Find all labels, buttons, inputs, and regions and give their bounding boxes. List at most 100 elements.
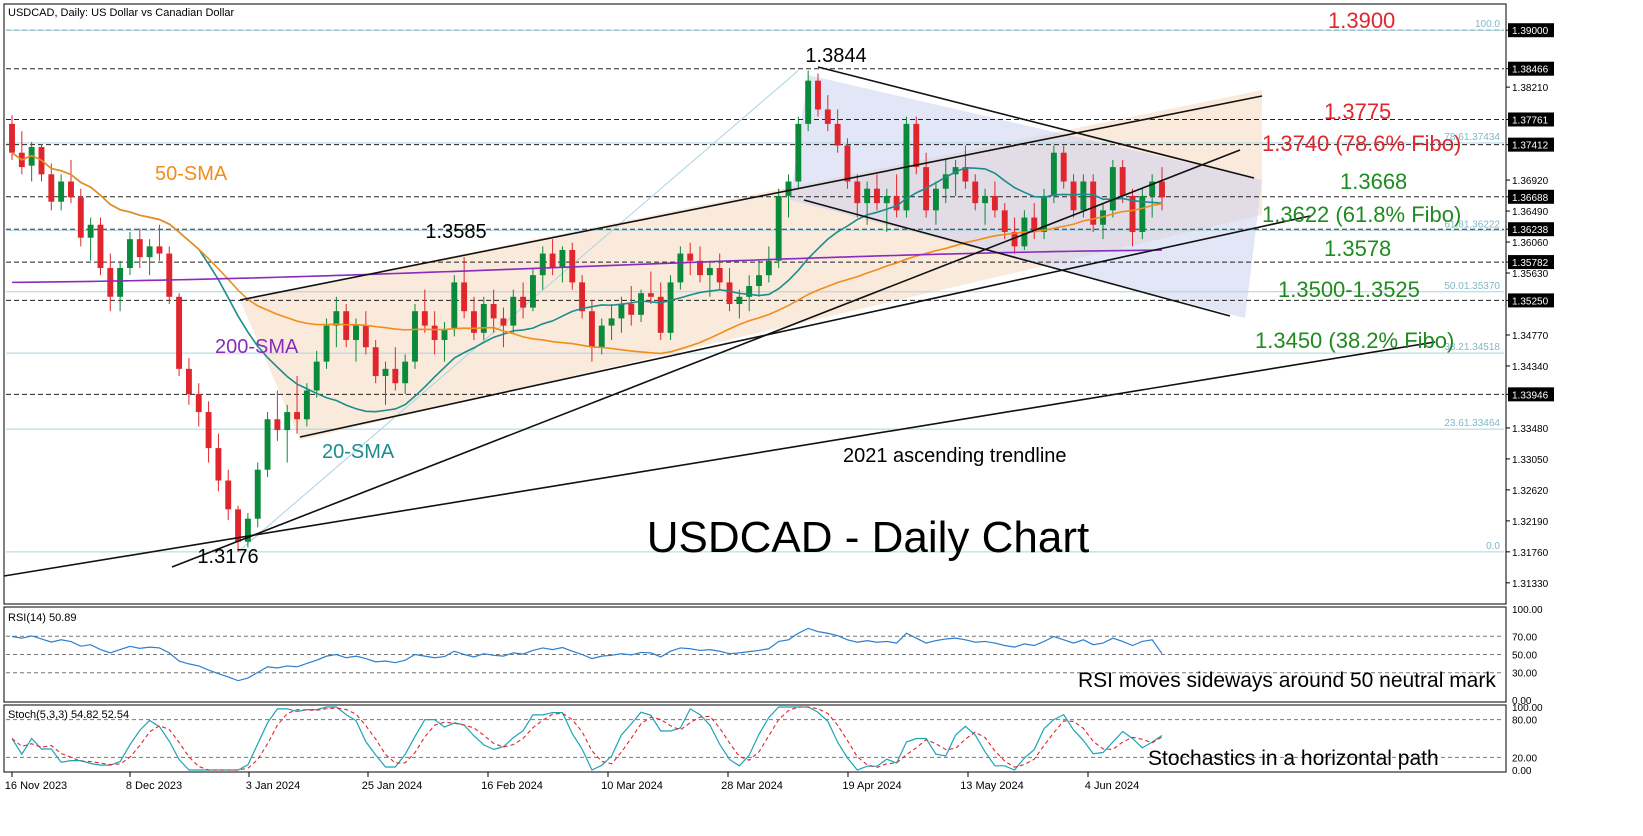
candle-body-51 xyxy=(510,296,517,326)
candle-body-43 xyxy=(431,325,438,341)
stoch-main-line xyxy=(11,706,1163,771)
y-level-box-6 xyxy=(1508,189,1554,204)
candle-body-65 xyxy=(647,293,654,297)
candle-body-47 xyxy=(471,311,477,333)
candle-body-79 xyxy=(785,181,792,196)
stochastic-panel xyxy=(3,704,1507,773)
stoch-signal-line xyxy=(11,706,1163,771)
sma-20-line xyxy=(11,152,1163,413)
candle-body-25 xyxy=(254,469,261,519)
candle-body-12 xyxy=(127,239,133,268)
candle-body-56 xyxy=(559,249,566,268)
fibo-label-2: 61.81.36222 xyxy=(1444,219,1500,230)
candle-body-53 xyxy=(529,275,536,308)
candle-body-83 xyxy=(824,109,831,124)
candle-body-29 xyxy=(294,412,300,420)
label-1-3450-fibo: 1.3450 (38.2% Fibo) xyxy=(1255,328,1454,353)
candle-body-100 xyxy=(991,195,998,211)
candle-body-5 xyxy=(58,181,65,202)
x-tick-label-4: 16 Feb 2024 xyxy=(481,780,543,792)
rsi-tick-3: 30.00 xyxy=(1512,669,1537,680)
label-1-3900: 1.3900 xyxy=(1328,8,1395,33)
y-tick-label-6: 1.36688 xyxy=(1512,193,1549,204)
candle-body-98 xyxy=(972,181,979,204)
candle-body-61 xyxy=(608,318,615,326)
candle-body-108 xyxy=(1070,181,1077,211)
candle-body-115 xyxy=(1139,195,1146,232)
y-tick-label-2: 1.38210 xyxy=(1512,83,1549,94)
candle-body-36 xyxy=(362,325,369,348)
candle-body-71 xyxy=(706,267,713,276)
triangle-lower-line xyxy=(803,199,1231,317)
candle-body-52 xyxy=(520,296,527,308)
candle-body-26 xyxy=(264,419,271,470)
candle-body-62 xyxy=(618,304,625,319)
triangle-upper-line xyxy=(817,66,1255,179)
candle-body-99 xyxy=(982,195,989,204)
y-tick-label-5: 1.36920 xyxy=(1512,176,1549,187)
label-low-1-3176: 1.3176 xyxy=(197,546,258,568)
candle-body-32 xyxy=(323,325,330,362)
candle-body-4 xyxy=(48,174,55,202)
x-tick-label-7: 19 Apr 2024 xyxy=(842,780,901,792)
candle-body-31 xyxy=(313,361,320,391)
y-level-box-10 xyxy=(1508,255,1554,270)
y-tick-label-14: 1.34340 xyxy=(1512,362,1549,373)
x-tick-label-6: 28 Mar 2024 xyxy=(721,780,783,792)
label-1-3740-fibo: 1.3740 (78.6% Fibo) xyxy=(1262,131,1461,156)
label-1-3668: 1.3668 xyxy=(1340,169,1407,194)
y-tick-label-11: 1.35630 xyxy=(1512,269,1549,280)
candle-body-87 xyxy=(864,188,871,204)
y-tick-label-9: 1.36060 xyxy=(1512,238,1549,249)
candle-body-81 xyxy=(805,80,812,124)
candle-body-28 xyxy=(284,412,291,431)
sma-200-line xyxy=(11,249,1163,284)
steep-support-line xyxy=(171,149,1241,568)
candle-body-11 xyxy=(117,267,124,297)
y-tick-label-8: 1.36238 xyxy=(1512,225,1549,236)
candle-body-37 xyxy=(372,347,379,377)
candle-body-75 xyxy=(746,285,753,297)
x-tick-label-1: 8 Dec 2023 xyxy=(126,780,182,792)
rsi-tick-1: 70.00 xyxy=(1512,632,1537,643)
candle-body-78 xyxy=(775,195,782,261)
candle-body-27 xyxy=(274,419,281,431)
y-level-box-3 xyxy=(1508,112,1554,127)
label-trendline: 2021 ascending trendline xyxy=(843,445,1067,467)
candle-body-94 xyxy=(932,188,939,211)
y-level-box-0 xyxy=(1508,23,1554,38)
candle-body-21 xyxy=(215,448,222,481)
y-tick-label-3: 1.37761 xyxy=(1512,115,1549,126)
label-1-3500-1-3525: 1.3500-1.3525 xyxy=(1278,277,1420,302)
symbol-header: USDCAD, Daily: US Dollar vs Canadian Dol… xyxy=(8,7,235,19)
candle-body-109 xyxy=(1080,181,1087,211)
y-tick-label-1: 1.38466 xyxy=(1512,65,1549,76)
fibo-label-1: 78.61.37434 xyxy=(1444,132,1500,143)
y-tick-label-10: 1.35782 xyxy=(1512,258,1549,269)
candle-body-95 xyxy=(942,174,949,189)
candle-body-9 xyxy=(97,224,104,268)
candle-body-14 xyxy=(146,246,153,258)
x-tick-label-9: 4 Jun 2024 xyxy=(1085,780,1139,792)
x-tick-label-8: 13 May 2024 xyxy=(960,780,1024,792)
y-tick-label-0: 1.39000 xyxy=(1512,26,1549,37)
candle-body-70 xyxy=(697,260,703,276)
candle-body-44 xyxy=(441,329,448,341)
stoch-tick-0: 100.00 xyxy=(1512,703,1543,714)
candle-body-63 xyxy=(628,304,635,315)
candle-body-69 xyxy=(687,253,694,261)
candle-body-66 xyxy=(657,296,664,333)
candle-body-34 xyxy=(343,311,350,341)
candle-body-90 xyxy=(893,195,900,211)
candle-body-59 xyxy=(588,311,595,348)
label-50-sma: 50-SMA xyxy=(155,163,228,185)
candle-body-18 xyxy=(185,368,192,395)
candle-body-102 xyxy=(1011,231,1018,247)
candle-body-77 xyxy=(765,260,772,276)
sma-50-line xyxy=(11,152,1163,355)
chart-title: USDCAD - Daily Chart xyxy=(647,513,1090,562)
x-tick-label-3: 25 Jan 2024 xyxy=(362,780,423,792)
candle-body-40 xyxy=(402,361,409,384)
candle-body-20 xyxy=(205,412,212,449)
